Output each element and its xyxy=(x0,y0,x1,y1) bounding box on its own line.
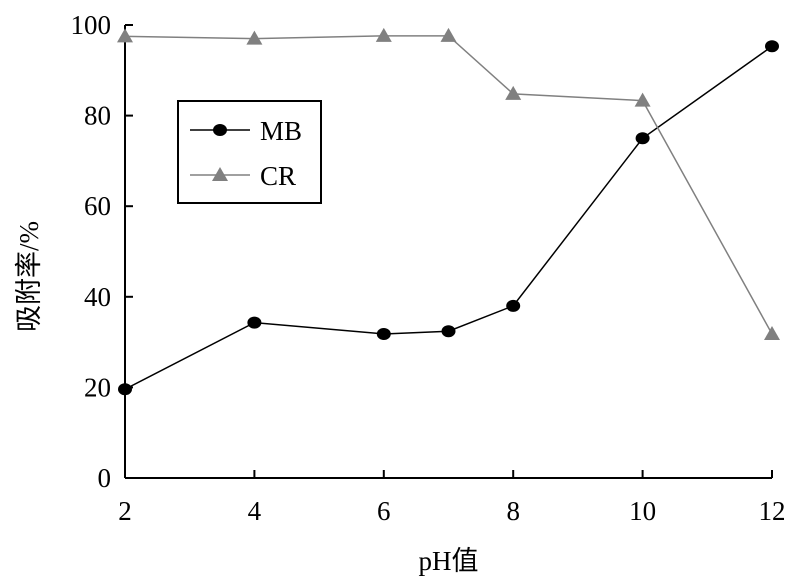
data-point-cr xyxy=(117,28,133,43)
y-tick-label: 60 xyxy=(84,191,111,221)
data-point-cr xyxy=(375,27,392,42)
data-point-mb xyxy=(765,40,779,53)
y-tick-label: 40 xyxy=(84,282,111,312)
x-tick-label: 6 xyxy=(377,496,391,526)
data-point-mb xyxy=(118,383,132,396)
data-point-mb xyxy=(635,132,650,145)
y-tick-label: 100 xyxy=(71,10,112,40)
series-layer xyxy=(117,27,780,396)
x-axis-title: pH值 xyxy=(419,546,479,576)
data-point-cr xyxy=(634,92,651,107)
x-tick-label: 2 xyxy=(118,496,132,526)
series-cr xyxy=(117,27,780,340)
legend-marker-mb xyxy=(213,124,227,136)
legend-label-mb: MB xyxy=(260,116,302,146)
series-line-mb xyxy=(124,45,773,390)
data-point-cr xyxy=(764,325,780,340)
x-tick-label: 12 xyxy=(759,496,786,526)
data-point-mb xyxy=(441,325,456,338)
data-point-mb xyxy=(506,299,521,312)
legend-box xyxy=(177,100,322,204)
y-tick-label: 80 xyxy=(84,101,111,131)
data-point-mb xyxy=(376,327,391,340)
x-tick-label: 4 xyxy=(248,496,262,526)
series-mb xyxy=(118,40,779,396)
axes: 0 20 40 60 80 100 2 4 6 8 10 12 xyxy=(71,10,786,526)
data-point-cr xyxy=(246,30,263,45)
x-tick-label: 8 xyxy=(506,496,520,526)
y-tick-label: 20 xyxy=(84,372,111,402)
y-axis-title: 吸附率/% xyxy=(14,221,44,332)
x-tick-label: 10 xyxy=(629,496,656,526)
legend-marker-cr xyxy=(212,167,228,181)
legend: MB CR xyxy=(177,100,322,204)
legend-label-cr: CR xyxy=(260,161,296,191)
data-point-cr xyxy=(440,27,457,42)
data-point-cr xyxy=(505,85,522,100)
data-point-mb xyxy=(247,316,262,329)
y-tick-label: 0 xyxy=(98,463,112,493)
